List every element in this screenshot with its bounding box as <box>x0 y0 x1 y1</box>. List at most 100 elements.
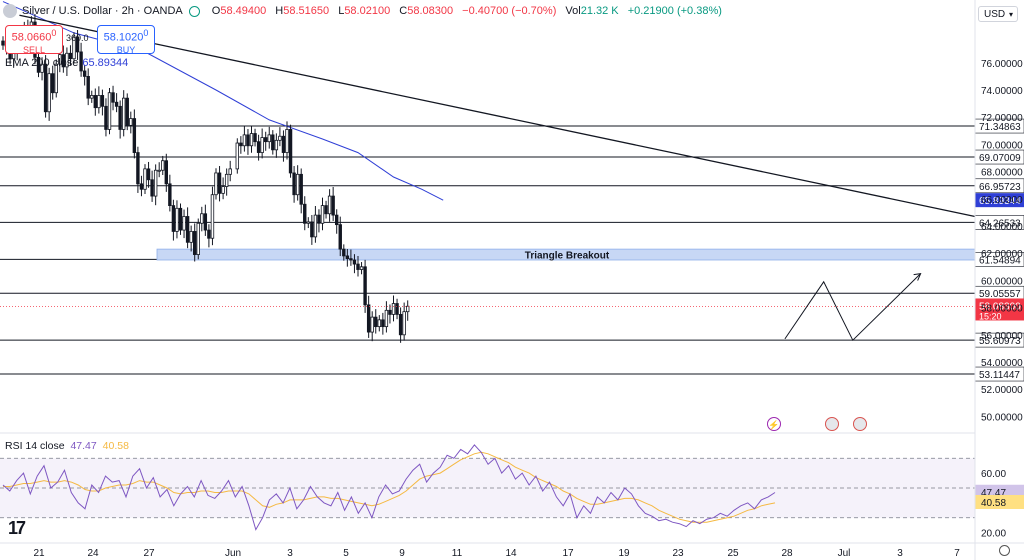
level-price-label: 59.05557 <box>979 289 1021 300</box>
time-tick-label: 25 <box>727 548 739 559</box>
candle-body <box>217 172 222 194</box>
candle-body <box>334 214 339 226</box>
candle-body <box>100 95 105 107</box>
candle-body <box>224 173 229 187</box>
candle-body <box>395 303 399 315</box>
candle-body <box>104 105 108 130</box>
candle-body <box>246 134 250 147</box>
rsi-ma-value-label: 40.58 <box>981 498 1006 509</box>
candle-body <box>249 133 254 147</box>
candle-body <box>118 105 122 130</box>
level-price-label: 64.26533 <box>979 218 1021 229</box>
candle-body <box>132 118 137 153</box>
event-flash-icon[interactable]: ⚡ <box>767 417 781 431</box>
candle-body <box>342 248 346 257</box>
candle-body <box>114 101 119 107</box>
candle-body <box>310 221 314 238</box>
candle-body <box>384 309 389 328</box>
candle-body <box>58 54 62 65</box>
candle-body <box>68 52 73 60</box>
price-tick-label: 60.00000 <box>981 276 1023 287</box>
rsi-value-label: 47.47 <box>981 488 1006 499</box>
symbol-title[interactable]: Silver / U.S. Dollar · 2h · OANDA <box>22 5 183 17</box>
candle-body <box>299 173 303 205</box>
candle-body <box>161 160 165 171</box>
price-tick-label: 64.00000 <box>981 222 1023 233</box>
time-tick-label: 3 <box>287 548 293 559</box>
candle-body <box>405 305 410 313</box>
sell-button[interactable]: 58.06600 SELL <box>5 25 63 55</box>
candle-body <box>256 141 261 153</box>
time-tick-label: Jun <box>225 548 241 559</box>
candle-body <box>143 168 147 190</box>
candle-body <box>278 135 282 141</box>
candle-body <box>86 76 90 99</box>
level-price-label: 66.95723 <box>979 182 1021 193</box>
candle-body <box>1 40 5 46</box>
candle-body <box>324 205 328 215</box>
candle-body <box>267 134 271 143</box>
candle-body <box>185 216 190 243</box>
descending-trendline <box>19 14 976 218</box>
price-tick-label: 68.00000 <box>981 168 1023 179</box>
candle-countdown-label: 15:20 <box>979 311 1002 321</box>
candle-body <box>303 203 307 224</box>
candle-body <box>274 139 279 151</box>
candle-body <box>377 319 381 328</box>
time-tick-label: 19 <box>618 548 630 559</box>
candle-body <box>175 207 179 232</box>
candle-body <box>381 319 385 328</box>
candle-body <box>285 129 289 153</box>
candle-body <box>317 214 321 224</box>
tradingview-logo-icon[interactable]: 17 <box>8 518 26 538</box>
candle-body <box>164 160 168 185</box>
ema-price-label: 65.89344 <box>979 196 1021 207</box>
candle-body <box>388 309 392 315</box>
candle-body <box>136 152 140 185</box>
candle-body <box>398 313 403 336</box>
price-tick-label: 52.00000 <box>981 385 1023 396</box>
candle-body <box>47 73 51 113</box>
buy-button[interactable]: 58.10200 BUY <box>97 25 155 55</box>
candle-body <box>295 173 300 196</box>
candle-body <box>192 231 197 255</box>
time-tick-label: 5 <box>343 548 349 559</box>
candle-body <box>178 207 183 231</box>
candle-body <box>263 137 268 143</box>
volume-change: +0.21900 (+0.38%) <box>627 5 722 17</box>
candle-body <box>288 129 293 174</box>
symbol-logo-icon[interactable] <box>3 4 17 18</box>
candle-body <box>200 213 204 224</box>
us-flag-event-icon[interactable] <box>853 417 867 431</box>
candle-body <box>65 52 69 68</box>
candle-body <box>313 214 318 238</box>
volume-value: 21.32 K <box>580 5 619 17</box>
spread-value: 360.0 <box>66 33 89 43</box>
candle-body <box>168 183 172 206</box>
candle-body <box>242 134 247 147</box>
candle-body <box>221 186 225 194</box>
candle-body <box>139 183 144 190</box>
price-tick-label: 76.00000 <box>981 59 1023 70</box>
settings-gear-icon[interactable] <box>999 545 1010 556</box>
rsi-ma-value-tag <box>975 494 1024 509</box>
rsi-ma-line <box>3 451 776 523</box>
rsi-legend[interactable]: RSI 14 close 47.47 40.58 <box>5 440 129 452</box>
ema-legend[interactable]: EMA 200 close 65.89344 <box>5 57 129 69</box>
time-tick-label: 14 <box>505 548 517 559</box>
price-tick-label: 72.00000 <box>981 113 1023 124</box>
candle-body <box>239 142 243 147</box>
level-price-label: 61.54894 <box>979 255 1021 266</box>
candle-body <box>43 63 48 113</box>
us-flag-event-icon[interactable] <box>825 417 839 431</box>
candle-body <box>366 304 371 333</box>
last-price-label: 58.08300 <box>979 301 1021 312</box>
candle-body <box>97 95 101 109</box>
candle-body <box>146 168 151 181</box>
candle-body <box>352 259 357 265</box>
candle-body <box>235 142 239 170</box>
time-tick-label: 23 <box>672 548 684 559</box>
currency-select[interactable]: USD ▾ <box>978 6 1018 22</box>
candle-body <box>157 169 161 172</box>
